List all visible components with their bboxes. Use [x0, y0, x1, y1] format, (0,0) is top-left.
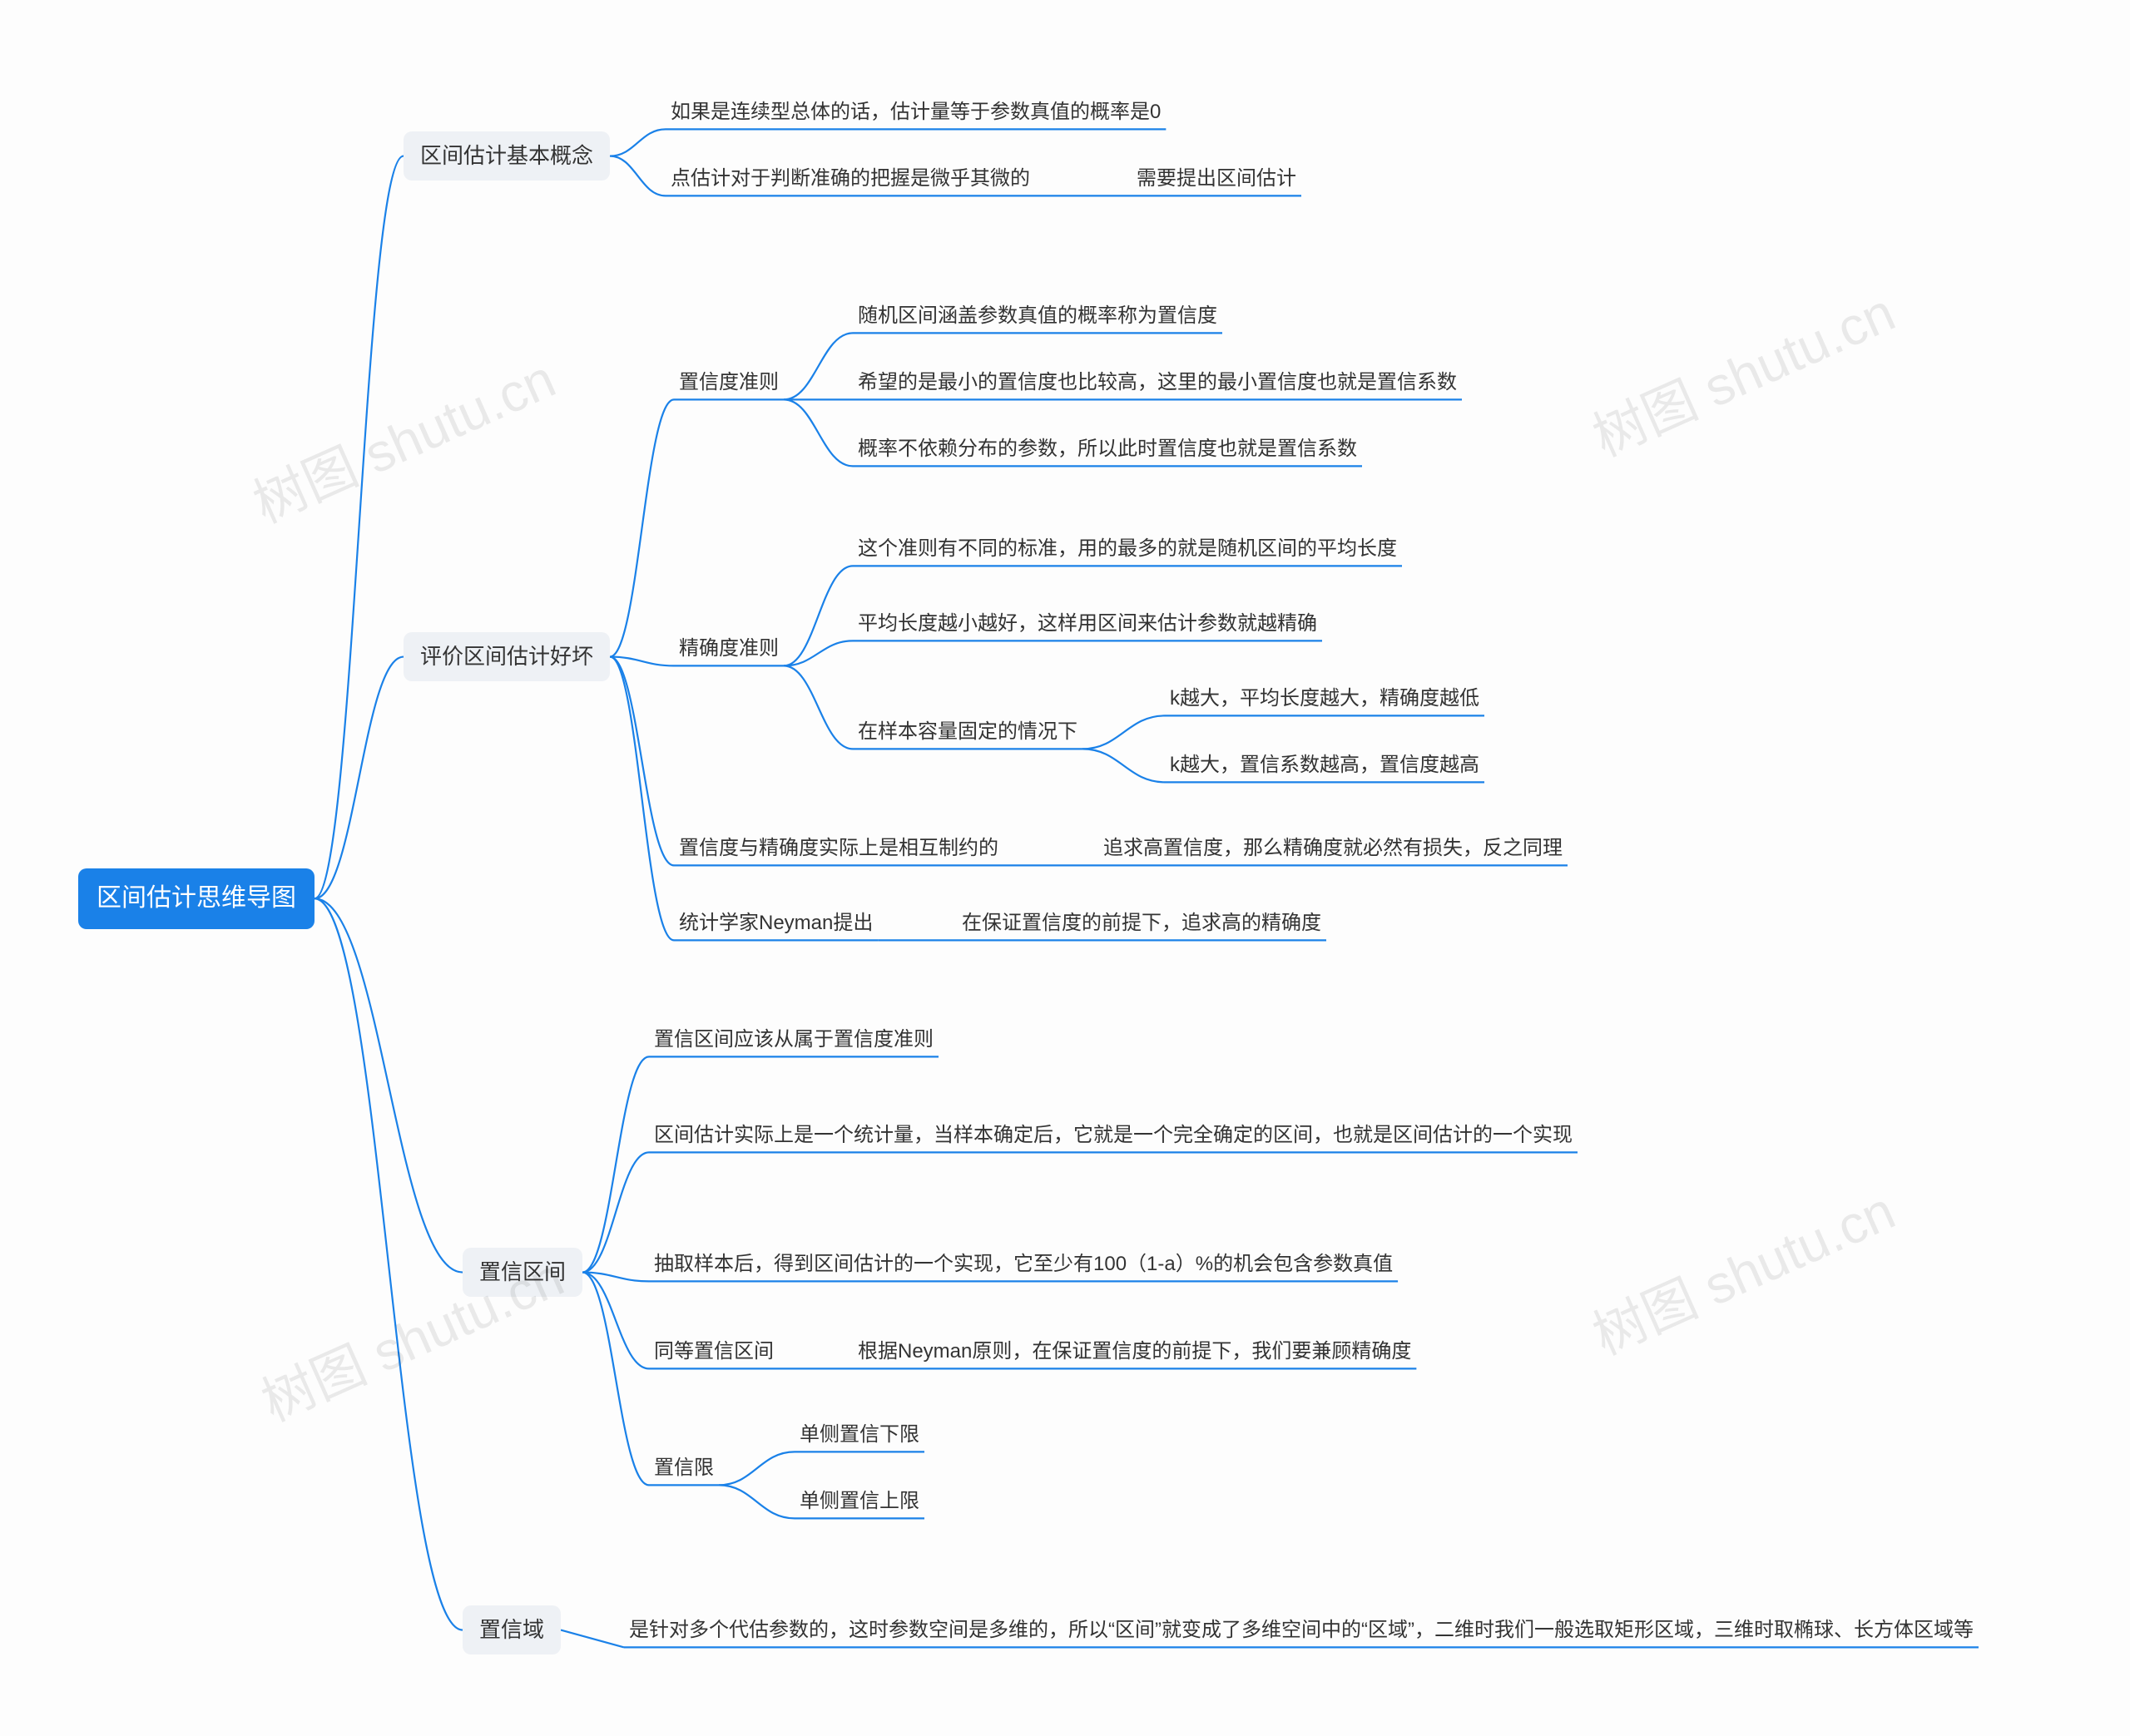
mindmap-node-b3l5[interactable]: 置信限: [649, 1452, 719, 1485]
mindmap-node-b2b2[interactable]: 平均长度越小越好，这样用区间来估计参数就越精确: [853, 607, 1322, 640]
mindmap-node-b3l4a[interactable]: 根据Neyman原则，在保证置信度的前提下，我们要兼顾精确度: [853, 1335, 1416, 1368]
mindmap-node-b2a3[interactable]: 概率不依赖分布的参数，所以此时置信度也就是置信系数: [853, 433, 1362, 466]
mindmap-node-b1l2[interactable]: 点估计对于判断准确的把握是微乎其微的: [666, 162, 1035, 195]
mindmap-edges: [0, 0, 2130, 1736]
mindmap-node-root[interactable]: 区间估计思维导图: [78, 868, 315, 929]
mindmap-node-b4[interactable]: 置信域: [463, 1605, 561, 1654]
mindmap-node-b2b3b[interactable]: k越大，置信系数越高，置信度越高: [1165, 749, 1484, 782]
mindmap-node-b1l2a[interactable]: 需要提出区间估计: [1132, 162, 1301, 195]
mindmap-node-b2c[interactable]: 置信度与精确度实际上是相互制约的: [674, 832, 1003, 865]
mindmap-node-b3l3[interactable]: 抽取样本后，得到区间估计的一个实现，它至少有100（1-a）%的机会包含参数真值: [649, 1248, 1398, 1281]
mindmap-node-b2b3[interactable]: 在样本容量固定的情况下: [853, 715, 1082, 749]
mindmap-node-b2d1[interactable]: 在保证置信度的前提下，追求高的精确度: [957, 907, 1326, 940]
mindmap-node-b1l1[interactable]: 如果是连续型总体的话，估计量等于参数真值的概率是0: [666, 96, 1166, 129]
mindmap-node-b4l1[interactable]: 是针对多个代估参数的，这时参数空间是多维的，所以“区间”就变成了多维空间中的“区…: [624, 1614, 1979, 1647]
mindmap-node-b2a1[interactable]: 随机区间涵盖参数真值的概率称为置信度: [853, 299, 1222, 333]
mindmap-node-b2c1[interactable]: 追求高置信度，那么精确度就必然有损失，反之同理: [1098, 832, 1568, 865]
mindmap-node-b3l1[interactable]: 置信区间应该从属于置信度准则: [649, 1023, 939, 1056]
mindmap-node-b3l2[interactable]: 区间估计实际上是一个统计量，当样本确定后，它就是一个完全确定的区间，也就是区间估…: [649, 1119, 1578, 1152]
mindmap-node-b1[interactable]: 区间估计基本概念: [404, 131, 610, 181]
mindmap-node-b2b[interactable]: 精确度准则: [674, 632, 784, 665]
mindmap-node-b3[interactable]: 置信区间: [463, 1248, 582, 1297]
mindmap-node-b2[interactable]: 评价区间估计好坏: [404, 632, 610, 681]
mindmap-node-b2b3a[interactable]: k越大，平均长度越大，精确度越低: [1165, 682, 1484, 715]
mindmap-node-b2a2[interactable]: 希望的是最小的置信度也比较高，这里的最小置信度也就是置信系数: [853, 366, 1462, 399]
mindmap-node-b2a[interactable]: 置信度准则: [674, 366, 784, 399]
mindmap-node-b3l4[interactable]: 同等置信区间: [649, 1335, 779, 1368]
mindmap-node-b3l5a[interactable]: 单侧置信下限: [795, 1418, 924, 1452]
mindmap-node-b2d[interactable]: 统计学家Neyman提出: [674, 907, 878, 940]
mindmap-node-b2b1[interactable]: 这个准则有不同的标准，用的最多的就是随机区间的平均长度: [853, 532, 1402, 566]
mindmap-node-b3l5b[interactable]: 单侧置信上限: [795, 1485, 924, 1518]
